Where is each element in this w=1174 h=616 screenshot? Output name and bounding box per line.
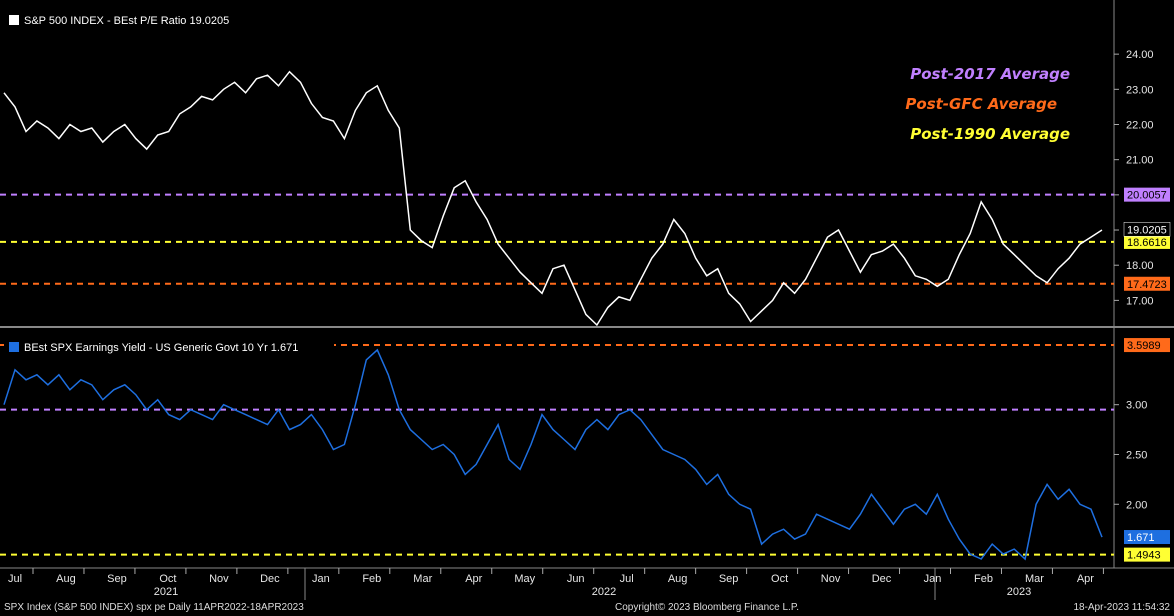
pe-ratio-series-line xyxy=(3,70,1103,327)
pe-y-tick-label: 24.00 xyxy=(1126,49,1154,61)
earnings-yield-panel: 3.00 2.50 2.00 3.5989 1.4943 1.671 BEst SPX … xyxy=(0,338,1170,562)
pe-last-value-label: 19.0205 xyxy=(1127,224,1167,236)
annotation-post-2017: Post-2017 Average xyxy=(910,65,1070,83)
pe-y-tick-label: 23.00 xyxy=(1126,84,1154,96)
x-tick-label: Jul xyxy=(620,573,634,585)
yield-last-value-label: 1.671 xyxy=(1127,532,1155,544)
x-tick-label: Aug xyxy=(668,573,688,585)
x-tick-label: Jan xyxy=(312,573,330,585)
yield-y-tick-label: 3.00 xyxy=(1126,400,1147,412)
x-tick-label: Sep xyxy=(107,573,127,585)
annotation-post-gfc: Post-GFC Average xyxy=(905,95,1057,113)
earnings-yield-series-line xyxy=(3,348,1103,561)
x-tick-label: Apr xyxy=(465,573,482,585)
pe-y-tick-label: 17.00 xyxy=(1126,295,1154,307)
x-year-label: 2022 xyxy=(592,586,616,598)
x-axis: Jul Aug Sep Oct Nov Dec Jan Feb Mar Apr May Jun Jul A… xyxy=(8,568,1104,600)
yield-last-value-tag xyxy=(1124,530,1170,545)
pe-y-tick-label: 18.00 xyxy=(1126,260,1154,272)
x-tick-label: Aug xyxy=(56,573,76,585)
yield-reference-tag-label: 1.4943 xyxy=(1127,550,1161,562)
yield-reference-tag xyxy=(1124,547,1170,562)
x-tick-label: Feb xyxy=(362,573,381,585)
x-tick-label: Dec xyxy=(872,573,892,585)
pe-legend-box xyxy=(4,10,264,30)
x-tick-label: Jan xyxy=(924,573,942,585)
x-tick-label: Jun xyxy=(567,573,585,585)
x-tick-label: Nov xyxy=(209,573,229,585)
pe-reference-tag-label: 20.0057 xyxy=(1127,190,1167,202)
x-year-label: 2023 xyxy=(1007,586,1031,598)
yield-reference-tag xyxy=(1124,338,1170,353)
x-tick-label: Oct xyxy=(771,573,788,585)
yield-legend-box xyxy=(4,338,334,356)
x-tick-label: Mar xyxy=(413,573,432,585)
pe-reference-tag-label: 18.6616 xyxy=(1127,237,1167,249)
footer-copyright: Copyright© 2023 Bloomberg Finance L.P. xyxy=(615,602,799,613)
pe-reference-tag-label: 17.4723 xyxy=(1127,279,1167,291)
x-tick-label: Dec xyxy=(260,573,280,585)
yield-legend-swatch xyxy=(9,342,19,352)
yield-y-tick-label: 2.00 xyxy=(1126,499,1147,511)
pe-last-value-tag xyxy=(1123,222,1171,237)
yield-legend-label: BEst SPX Earnings Yield - US Generic Gov… xyxy=(24,342,298,354)
x-tick-label: May xyxy=(514,573,535,585)
x-tick-label: Sep xyxy=(719,573,739,585)
pe-legend-label: S&P 500 INDEX - BEst P/E Ratio 19.0205 xyxy=(24,15,229,27)
pe-reference-tag xyxy=(1124,234,1170,249)
x-tick-label: Nov xyxy=(821,573,841,585)
pe-y-tick-label: 21.00 xyxy=(1126,155,1154,167)
yield-y-tick-label: 2.50 xyxy=(1126,449,1147,461)
footer-left: SPX Index (S&P 500 INDEX) spx pe Daily 1… xyxy=(4,602,304,613)
yield-reference-tag-label: 3.5989 xyxy=(1127,340,1161,352)
x-tick-label: Mar xyxy=(1025,573,1044,585)
annotation-post-1990: Post-1990 Average xyxy=(910,125,1070,143)
x-tick-label: Feb xyxy=(974,573,993,585)
x-tick-label: Jul xyxy=(8,573,22,585)
x-year-label: 2021 xyxy=(154,586,178,598)
footer-timestamp: 18-Apr-2023 11:54:32 xyxy=(1073,602,1170,613)
pe-reference-tag xyxy=(1124,276,1170,291)
x-tick-label: Oct xyxy=(159,573,176,585)
x-tick-label: Apr xyxy=(1077,573,1094,585)
pe-reference-tag xyxy=(1124,187,1170,202)
pe-y-tick-label: 22.00 xyxy=(1126,119,1154,131)
pe-ratio-panel: 24.0023.0022.0021.0020.0019.0018.0017.00… xyxy=(0,10,1171,327)
pe-legend-swatch xyxy=(9,15,19,25)
